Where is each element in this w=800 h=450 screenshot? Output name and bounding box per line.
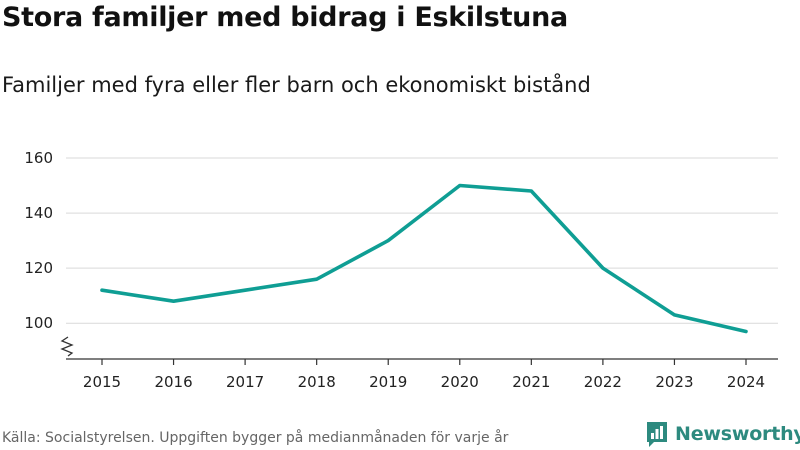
y-tick-label-140: 140 <box>24 204 53 222</box>
x-tick-label-2024: 2024 <box>727 373 765 391</box>
data-point-2022 <box>601 266 605 270</box>
x-tick-label-2022: 2022 <box>584 373 622 391</box>
x-tick-label-2018: 2018 <box>298 373 336 391</box>
x-tick-label-2015: 2015 <box>83 373 121 391</box>
data-point-2024 <box>744 329 748 333</box>
x-tick-label-2019: 2019 <box>369 373 407 391</box>
chart-title: Stora familjer med bidrag i Eskilstuna <box>2 2 568 33</box>
chart-subtitle: Familjer med fyra eller fler barn och ek… <box>2 73 591 97</box>
data-point-2021 <box>529 189 533 193</box>
y-tick-label-100: 100 <box>24 314 53 332</box>
data-point-2018 <box>315 277 319 281</box>
x-tick-label-2021: 2021 <box>512 373 550 391</box>
bar-chart-logo-icon <box>647 422 667 447</box>
axis-break-icon <box>60 336 74 357</box>
brand-name: Newsworthy <box>675 423 800 445</box>
y-tick-label-120: 120 <box>24 259 53 277</box>
series-line-0 <box>100 183 748 334</box>
newsworthy-logo: Newsworthy <box>645 420 800 448</box>
data-point-2017 <box>243 288 247 292</box>
data-point-2019 <box>386 239 390 243</box>
x-tick-label-2017: 2017 <box>226 373 264 391</box>
y-tick-label-160: 160 <box>24 149 53 167</box>
x-tick-label-2023: 2023 <box>655 373 693 391</box>
x-tick-label-2016: 2016 <box>154 373 192 391</box>
data-point-2015 <box>100 288 104 292</box>
data-point-2023 <box>672 313 676 317</box>
data-point-2020 <box>458 184 462 188</box>
x-tick-label-2020: 2020 <box>441 373 479 391</box>
source-note: Källa: Socialstyrelsen. Uppgiften bygger… <box>2 430 509 446</box>
data-point-2016 <box>172 299 176 303</box>
